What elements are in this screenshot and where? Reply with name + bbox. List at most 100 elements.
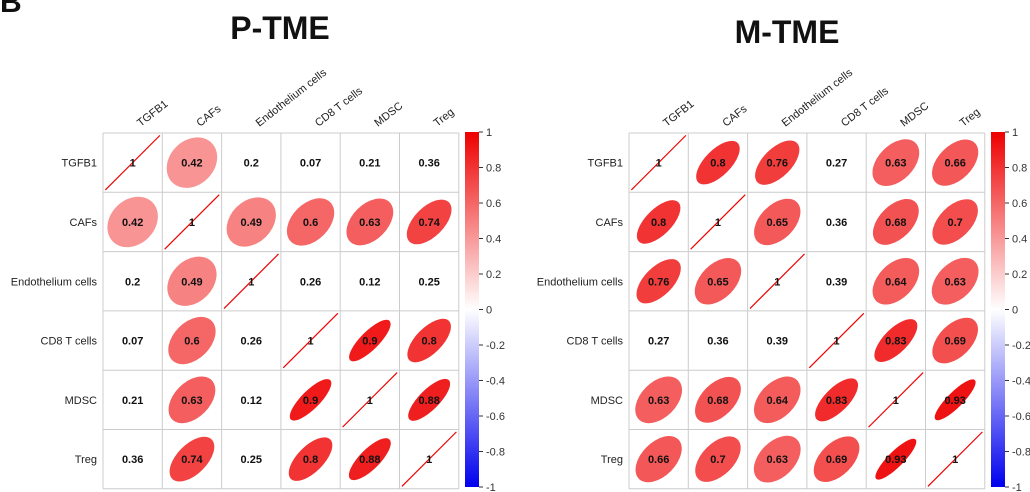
cell-endothelium-cells-treg: 0.25 [418,276,439,288]
colorbar-tick-label: 0.8 [1012,163,1027,175]
cell-mdsc-mdsc: 1 [868,372,924,428]
corr-value: 0.65 [707,276,728,288]
cell-cd8-t-cells-tgfb1: 0.27 [648,336,669,348]
cell-endothelium-cells-tgfb1: 0.2 [125,276,140,288]
colorbar-tick-label: 0 [1012,305,1018,317]
corr-ellipse [874,319,918,363]
row-label-tgfb1: TGFB1 [62,158,97,170]
corr-value: 0.26 [300,276,321,288]
corr-ellipse [168,376,216,424]
corr-ellipse [167,256,217,306]
corr-value: 0.88 [418,395,439,407]
row-label-cd8-t-cells: CD8 T cells [567,336,624,348]
cell-cd8-t-cells-endothelium-cells: 0.39 [767,336,788,348]
corr-ellipse [169,436,215,482]
diagonal-line [749,253,805,309]
corr-value: 0.07 [122,336,143,348]
corr-value: 0.2 [125,276,140,288]
col-label-treg: Treg [432,106,457,129]
corr-ellipse [407,318,451,363]
col-label-treg: Treg [958,106,983,129]
corr-value: 0.8 [651,217,666,229]
corr-value: 0.21 [359,158,380,170]
corr-value: 1 [307,336,313,348]
row-label-mdsc: MDSC [591,395,623,407]
corr-value: 0.63 [359,217,380,229]
corr-ellipse [755,140,800,185]
corr-ellipse [932,139,979,186]
corr-value: 0.6 [184,336,199,348]
corr-value: 0.93 [944,395,965,407]
corr-value: 0.36 [707,336,728,348]
corr-value: 0.76 [767,158,788,170]
cell-cd8-t-cells-cd8-t-cells: 1 [282,312,339,369]
cell-endothelium-cells-cafs: 0.49 [167,256,217,306]
cell-tgfb1-tgfb1: 1 [630,134,687,191]
colorbar-tick-label: -0.2 [486,340,505,352]
corr-value: 0.63 [648,395,669,407]
corr-ellipse [349,319,391,362]
colorbar-tick-label: -0.4 [1012,376,1030,388]
corr-value: 0.36 [826,217,847,229]
corr-value: 0.6 [303,217,318,229]
cell-tgfb1-cd8-t-cells: 0.27 [826,158,847,170]
cell-endothelium-cells-cd8-t-cells: 0.39 [826,276,847,288]
cell-endothelium-cells-cd8-t-cells: 0.26 [300,276,321,288]
corr-value: 0.8 [710,158,725,170]
colorbar-tick-label: 1 [486,127,492,139]
cell-mdsc-treg: 0.93 [934,379,976,421]
corr-value: 0.27 [826,158,847,170]
cell-cd8-t-cells-cafs: 0.6 [168,316,216,365]
corr-value: 0.83 [885,336,906,348]
corr-value: 0.21 [122,395,143,407]
corr-ellipse [288,437,333,481]
row-label-cd8-t-cells: CD8 T cells [41,336,98,348]
cell-treg-treg: 1 [927,431,983,487]
row-label-cafs: CAFs [596,217,624,229]
corr-ellipse [166,137,218,188]
cell-tgfb1-cafs: 0.42 [166,137,218,188]
corr-ellipse [753,376,801,424]
colorbar-tick-label: -1 [1012,482,1022,492]
cell-endothelium-cells-cafs: 0.65 [694,258,742,305]
row-label-treg: Treg [75,454,97,466]
cell-tgfb1-tgfb1: 1 [104,134,161,191]
diagonal-line [808,312,865,369]
cell-tgfb1-cd8-t-cells: 0.07 [300,158,321,170]
diagonal-line [164,194,220,250]
cell-cd8-t-cells-mdsc: 0.9 [349,319,391,362]
corr-value: 1 [426,454,432,466]
colorbar-tick-label: 0.4 [1012,234,1027,246]
cell-cafs-endothelium-cells: 0.49 [226,197,276,247]
colorbar-tick-label: 0 [486,305,492,317]
corr-value: 0.27 [648,336,669,348]
cell-tgfb1-mdsc: 0.21 [359,158,380,170]
cell-tgfb1-endothelium-cells: 0.2 [244,158,259,170]
col-label-cd8-t-cells: CD8 T cells [313,85,365,130]
cell-treg-treg: 1 [401,431,457,487]
cell-treg-mdsc: 0.88 [348,438,391,481]
cell-treg-endothelium-cells: 0.63 [753,435,801,483]
corr-value: 0.36 [418,158,439,170]
corr-value: 0.69 [826,454,847,466]
cell-cafs-tgfb1: 0.8 [636,200,681,244]
corr-ellipse [753,435,801,483]
cell-cd8-t-cells-cafs: 0.36 [707,336,728,348]
corr-value: 0.63 [885,158,906,170]
corr-ellipse [932,199,978,245]
colorbar-tick-label: -0.2 [1012,340,1030,352]
corr-ellipse [754,198,801,246]
chart-title-p-tme: P-TME [230,10,330,46]
corr-value: 1 [130,158,136,170]
corr-ellipse [813,436,860,482]
corr-value: 1 [774,276,780,288]
cell-mdsc-cafs: 0.68 [695,376,741,423]
cell-mdsc-endothelium-cells: 0.64 [753,376,801,424]
corr-value: 0.07 [300,158,321,170]
corr-value: 0.64 [767,395,789,407]
colorbar-tick-label: -0.8 [1012,447,1030,459]
corr-value: 0.12 [359,276,380,288]
corr-ellipse [875,438,917,480]
corr-value: 0.49 [241,217,262,229]
